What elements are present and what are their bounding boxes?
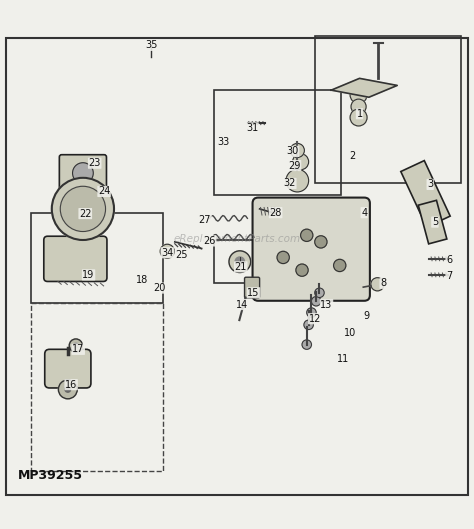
Text: 13: 13 [320, 299, 333, 309]
Bar [214, 240, 265, 284]
Text: 4: 4 [361, 208, 367, 217]
Text: 20: 20 [153, 283, 165, 293]
Polygon shape [418, 200, 447, 244]
Text: 30: 30 [286, 147, 299, 157]
Circle shape [304, 320, 313, 330]
Circle shape [307, 308, 316, 317]
Circle shape [334, 259, 346, 271]
Circle shape [160, 244, 174, 258]
Circle shape [65, 387, 71, 392]
Circle shape [311, 297, 321, 306]
Text: eReplacementParts.com: eReplacementParts.com [173, 234, 301, 243]
Text: 15: 15 [247, 288, 260, 298]
Circle shape [350, 86, 367, 103]
Text: 35: 35 [145, 40, 157, 50]
Polygon shape [331, 78, 397, 97]
Text: 25: 25 [175, 250, 188, 260]
Circle shape [73, 163, 93, 184]
Text: 28: 28 [269, 208, 282, 217]
Text: 16: 16 [65, 380, 77, 390]
Text: 2: 2 [349, 151, 356, 161]
Circle shape [286, 169, 309, 192]
Text: 14: 14 [236, 299, 248, 309]
Text: 26: 26 [203, 236, 216, 246]
Circle shape [315, 236, 327, 248]
Circle shape [350, 109, 367, 126]
Text: 17: 17 [72, 344, 84, 354]
FancyBboxPatch shape [245, 277, 260, 298]
Circle shape [73, 343, 78, 348]
Text: 24: 24 [98, 186, 110, 196]
Text: 27: 27 [199, 215, 211, 225]
Text: 33: 33 [218, 137, 230, 147]
Text: 1: 1 [356, 108, 363, 118]
FancyBboxPatch shape [44, 236, 107, 281]
Text: 8: 8 [380, 278, 386, 288]
Circle shape [296, 264, 308, 276]
Circle shape [301, 229, 313, 241]
Text: 22: 22 [79, 208, 91, 218]
Text: 5: 5 [432, 217, 438, 227]
Circle shape [292, 154, 309, 170]
Circle shape [302, 340, 311, 349]
Text: 12: 12 [309, 314, 321, 324]
Text: 6: 6 [446, 255, 452, 265]
Text: 29: 29 [288, 160, 301, 170]
Text: 34: 34 [161, 248, 173, 258]
Circle shape [371, 278, 384, 291]
FancyBboxPatch shape [59, 154, 107, 191]
Circle shape [58, 380, 77, 399]
Text: 23: 23 [89, 158, 101, 168]
Circle shape [315, 288, 324, 297]
Text: MP39255: MP39255 [18, 469, 83, 482]
Circle shape [69, 339, 82, 352]
Circle shape [60, 186, 106, 232]
Text: 31: 31 [246, 123, 258, 133]
Circle shape [229, 251, 251, 272]
Text: 32: 32 [283, 178, 296, 188]
Text: 18: 18 [136, 275, 148, 285]
Text: 19: 19 [82, 270, 95, 280]
Circle shape [351, 99, 366, 114]
Bar [214, 90, 341, 195]
Bar [31, 303, 164, 471]
FancyBboxPatch shape [45, 349, 91, 388]
Text: 21: 21 [235, 262, 247, 272]
Text: 10: 10 [344, 328, 356, 338]
Text: 3: 3 [427, 179, 433, 189]
Circle shape [277, 251, 289, 263]
Circle shape [52, 178, 114, 240]
Text: 7: 7 [446, 271, 452, 281]
Bar [31, 213, 164, 303]
Polygon shape [401, 161, 450, 227]
Text: 11: 11 [337, 354, 349, 364]
Text: 9: 9 [364, 312, 370, 321]
Circle shape [235, 257, 245, 267]
Circle shape [290, 143, 304, 158]
FancyBboxPatch shape [253, 198, 370, 301]
Bar [315, 36, 461, 184]
